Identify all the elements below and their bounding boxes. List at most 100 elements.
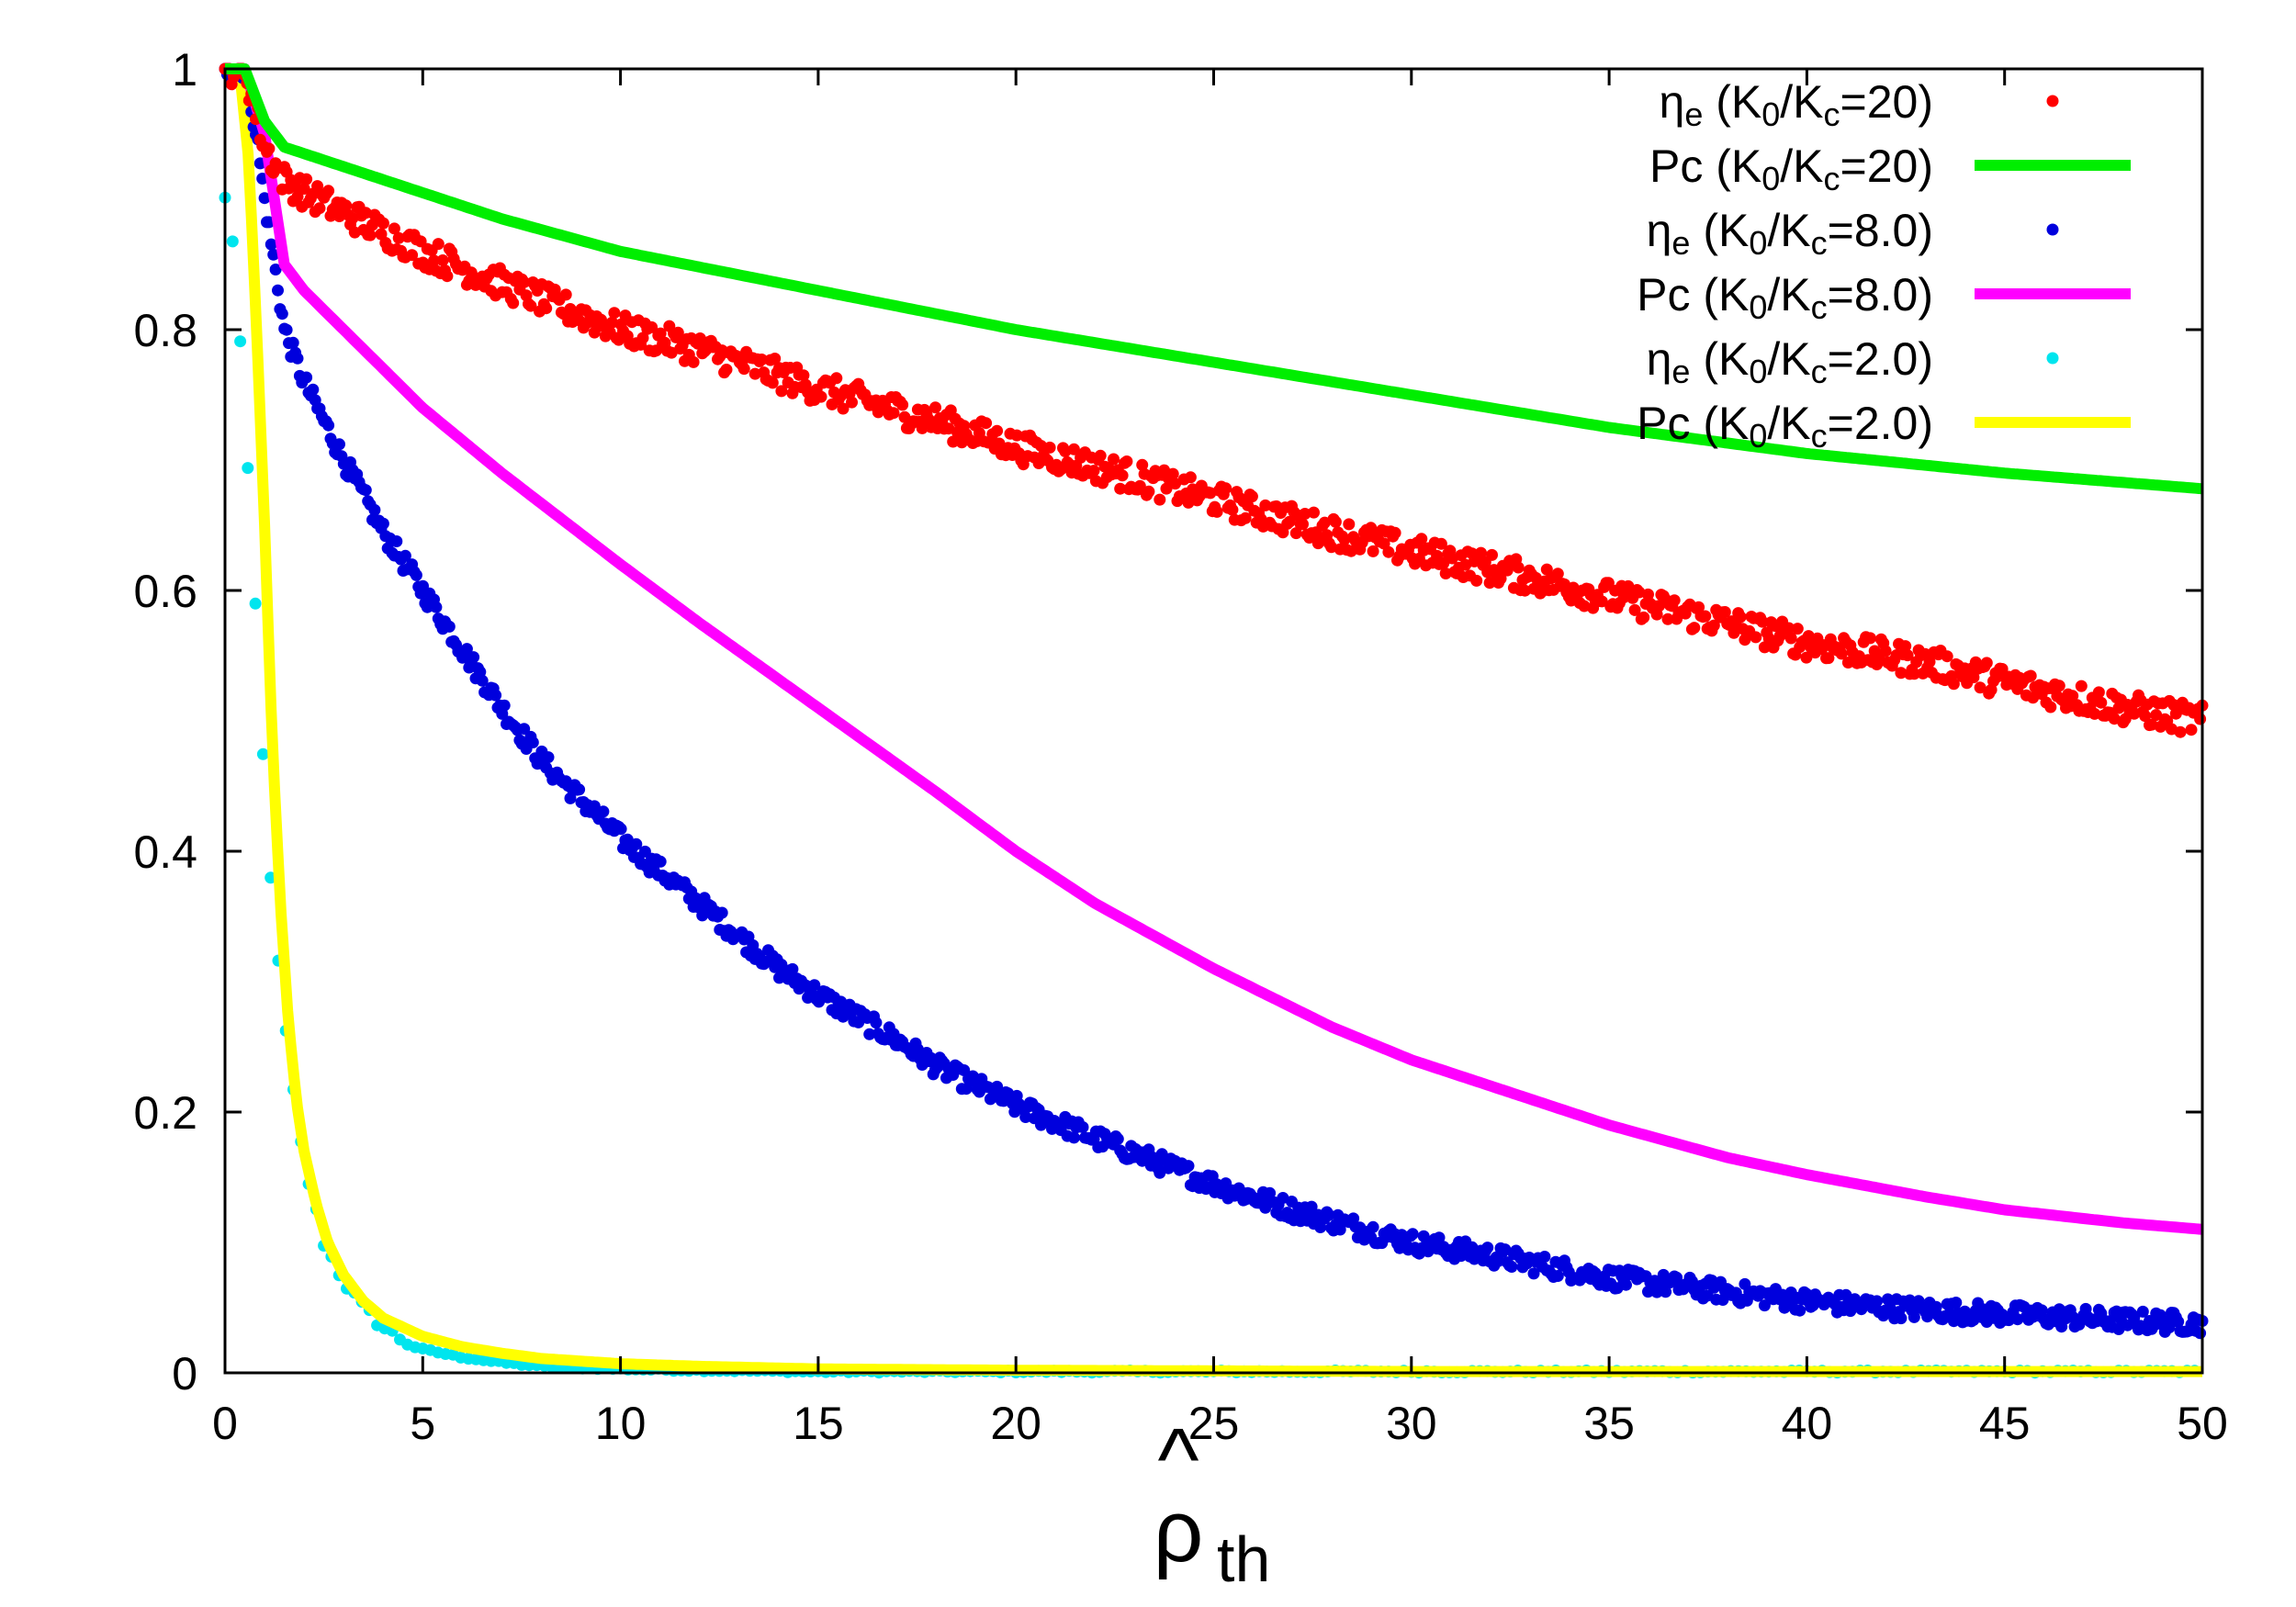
data-point	[263, 142, 276, 155]
data-point	[291, 352, 304, 365]
data-point	[2095, 696, 2108, 709]
data-point	[1322, 1208, 1335, 1221]
data-point	[1094, 449, 1107, 462]
legend-swatch	[2046, 352, 2059, 365]
data-point	[1289, 527, 1302, 540]
data-point	[518, 275, 531, 288]
data-point	[1901, 649, 1914, 662]
data-point	[256, 747, 269, 760]
y-tick-label: 0.8	[133, 305, 197, 356]
data-point	[815, 390, 827, 403]
data-point	[755, 354, 768, 365]
data-point	[1492, 1254, 1505, 1267]
data-point	[280, 323, 293, 336]
data-point	[1382, 545, 1395, 558]
data-point	[2024, 669, 2037, 682]
data-point	[1264, 1186, 1277, 1199]
data-point	[307, 383, 320, 396]
data-point	[1043, 441, 1056, 454]
x-axis-label-sub: th	[1217, 1523, 1270, 1595]
x-tick-label: 15	[793, 1398, 844, 1449]
data-point	[2194, 713, 2207, 725]
data-point	[929, 401, 941, 414]
x-tick-label: 30	[1386, 1398, 1437, 1449]
data-point	[1716, 1294, 1729, 1306]
data-point	[300, 371, 313, 384]
legend-label: ηe (K0/Kc=20)	[1660, 76, 1934, 133]
data-point	[1299, 508, 1311, 520]
data-point	[980, 417, 993, 430]
data-point	[287, 336, 299, 349]
data-point	[830, 372, 843, 385]
data-point	[300, 173, 313, 185]
data-point	[377, 217, 389, 230]
data-point	[518, 723, 531, 736]
data-point	[1668, 594, 1681, 607]
data-point	[258, 192, 271, 205]
data-point	[991, 424, 1004, 437]
data-point	[1226, 503, 1239, 516]
data-point	[1087, 465, 1100, 478]
data-point	[1154, 493, 1166, 506]
data-point	[564, 792, 577, 804]
legend-label: ηe (K0/Kc=8.0)	[1647, 205, 1933, 262]
x-tick-label: 5	[410, 1398, 435, 1449]
data-point	[947, 435, 960, 448]
x-tick-label: 25	[1188, 1398, 1240, 1449]
axis-tick-labels: 0 5 10 15 20 25 30 35 40 45 50 0 0.2 0.4 0.6 0.8 1	[133, 44, 2227, 1449]
data-point	[1483, 577, 1496, 590]
data-point	[524, 299, 537, 312]
data-point	[340, 199, 353, 212]
data-point	[1329, 515, 1342, 528]
data-point	[2194, 1327, 2207, 1340]
data-point	[1305, 1200, 1318, 1213]
data-point	[1750, 631, 1762, 644]
y-tick-label: 0.6	[133, 566, 197, 617]
data-point	[430, 601, 443, 613]
data-point	[559, 288, 572, 301]
data-point	[2075, 680, 2088, 692]
data-point	[2174, 725, 2187, 738]
data-point	[428, 254, 440, 267]
data-point	[390, 535, 403, 547]
legend-label: Pc (K0/Kc=20)	[1649, 140, 1933, 197]
data-point	[242, 462, 254, 475]
data-point	[1136, 458, 1149, 471]
data-point	[1114, 482, 1127, 495]
data-point	[1980, 657, 1993, 669]
data-point	[1182, 1160, 1195, 1173]
data-point	[1791, 623, 1804, 635]
data-point	[1499, 1243, 1512, 1256]
data-point	[1019, 1111, 1032, 1123]
legend-swatch	[2046, 95, 2059, 107]
data-point	[1734, 611, 1747, 624]
data-point	[1389, 526, 1401, 539]
data-point	[1297, 518, 1309, 531]
data-point	[1642, 588, 1654, 601]
data-point	[540, 302, 553, 315]
data-point	[1343, 518, 1356, 531]
data-point	[715, 906, 728, 919]
data-point	[234, 335, 247, 348]
legend-item: ηe (K0/Kc=8.0)	[1647, 205, 2059, 262]
data-point	[1367, 1220, 1379, 1233]
legend: ηe (K0/Kc=20) Pc (K0/Kc=20) ηe (K0/Kc=8.0)…	[1637, 76, 2131, 455]
data-point	[392, 231, 405, 244]
data-point	[322, 185, 335, 197]
data-point	[364, 229, 377, 242]
legend-label: Pc (K0/Kc=8.0)	[1637, 269, 1933, 326]
data-point	[1551, 1270, 1564, 1282]
data-point	[1308, 506, 1320, 519]
data-point	[1166, 467, 1179, 480]
y-tick-label: 0	[172, 1348, 197, 1399]
data-point	[671, 326, 684, 339]
data-point	[636, 332, 649, 344]
data-point	[1108, 453, 1120, 466]
data-point	[291, 190, 304, 203]
series-line	[222, 63, 2205, 1235]
data-point	[498, 699, 511, 712]
data-point	[1475, 546, 1487, 559]
legend-item: Pc (K0/Kc=20)	[1649, 140, 2131, 197]
data-point	[654, 327, 667, 340]
data-point	[1638, 611, 1650, 624]
